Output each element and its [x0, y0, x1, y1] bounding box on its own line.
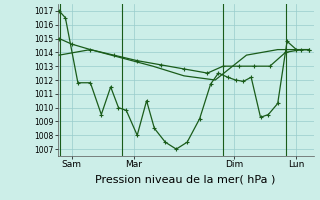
- X-axis label: Pression niveau de la mer( hPa ): Pression niveau de la mer( hPa ): [95, 175, 276, 185]
